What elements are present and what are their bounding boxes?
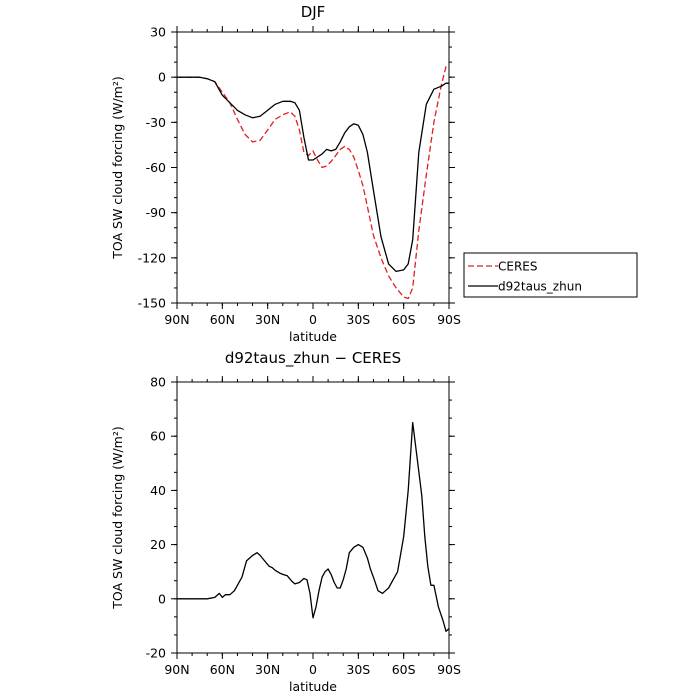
x-tick-label: 60S <box>392 662 416 677</box>
x-tick-label: 60S <box>392 312 416 327</box>
y-tick-label: -30 <box>146 115 166 130</box>
series-line-ceres <box>177 64 450 300</box>
x-axis-label: latitude <box>289 329 337 344</box>
y-tick-label: -120 <box>138 250 166 265</box>
x-tick-label: 90N <box>164 662 189 677</box>
series-line-difference <box>177 421 450 632</box>
plot-frame <box>176 381 450 654</box>
y-tick-label: 30 <box>150 25 166 40</box>
x-tick-label: 30N <box>255 312 280 327</box>
legend-box <box>463 252 638 298</box>
y-tick-label: -20 <box>146 646 166 661</box>
x-tick-label: 90N <box>164 312 189 327</box>
y-tick-label: 40 <box>150 483 166 498</box>
chart-title: DJF <box>301 3 326 21</box>
x-tick-label: 30S <box>346 312 370 327</box>
y-axis-label: TOA SW cloud forcing (W/m²) <box>110 426 125 609</box>
series-line-d92taus-zhun <box>177 76 449 273</box>
y-tick-label: 0 <box>158 70 166 85</box>
x-tick-label: 0 <box>309 312 317 327</box>
legend-label: CERES <box>498 260 538 274</box>
y-tick-label: -60 <box>146 160 166 175</box>
y-tick-label: -150 <box>138 296 166 311</box>
chart-panel-difference: d92taus_zhun − CERES 90N 60N 30N 0 30S 60S 90S… <box>110 349 461 694</box>
y-tick-label: 80 <box>150 375 166 390</box>
y-axis-label: TOA SW cloud forcing (W/m²) <box>110 76 125 259</box>
x-tick-label: 30N <box>255 662 280 677</box>
x-axis-label: latitude <box>289 679 337 694</box>
y-tick-label: -90 <box>146 205 166 220</box>
x-tick-label: 60N <box>210 312 235 327</box>
x-tick-label: 90S <box>437 662 461 677</box>
legend-label: d92taus_zhun <box>498 280 582 294</box>
x-tick-label: 90S <box>437 312 461 327</box>
y-tick-label: 20 <box>150 537 166 552</box>
x-tick-label: 30S <box>346 662 370 677</box>
y-tick-label: 0 <box>158 591 166 606</box>
y-tick-label: 60 <box>150 429 166 444</box>
x-tick-label: 0 <box>309 662 317 677</box>
x-tick-label: 60N <box>210 662 235 677</box>
chart-title: d92taus_zhun − CERES <box>225 349 401 368</box>
chart-panel-djf: DJF 90N 60N 30N 0 30S 60S 90S 30 0 -30 -60 -90 -120 -… <box>110 3 638 344</box>
